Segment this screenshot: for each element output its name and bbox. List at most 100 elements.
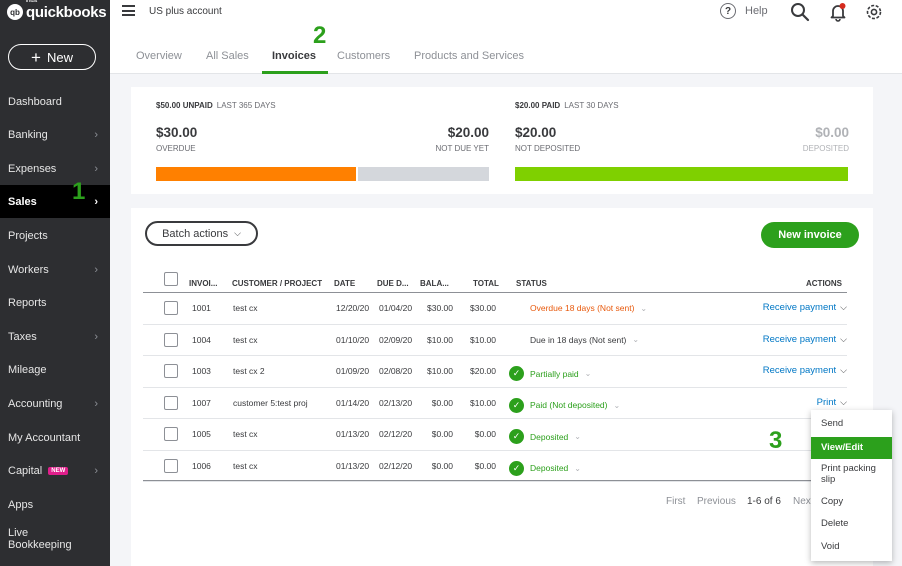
- help-icon[interactable]: ?: [720, 3, 736, 19]
- customer-name[interactable]: test cx: [233, 303, 258, 313]
- chevron-right-icon: ›: [94, 330, 98, 343]
- select-all-checkbox[interactable]: [164, 272, 178, 286]
- sidebar-item-my-accountant[interactable]: My Accountant: [0, 421, 110, 454]
- tab-customers[interactable]: Customers: [337, 50, 391, 62]
- sidebar-item-taxes[interactable]: Taxes ›: [0, 320, 110, 353]
- sidebar-item-sales[interactable]: Sales ›: [0, 185, 110, 218]
- not-due-bar[interactable]: [358, 167, 489, 181]
- chevron-down-icon[interactable]: ⌵: [840, 365, 847, 375]
- status-badge[interactable]: ✓ Partially paid ⌄: [509, 366, 591, 381]
- customer-name[interactable]: test cx 2: [233, 366, 265, 376]
- customer-name[interactable]: test cx: [233, 429, 258, 439]
- status-badge[interactable]: Overdue 18 days (Not sent) ⌄: [530, 303, 647, 313]
- new-invoice-button[interactable]: New invoice: [761, 222, 859, 248]
- row-checkbox[interactable]: [164, 395, 178, 410]
- logo-text: intuit quickbooks: [26, 0, 107, 21]
- status-badge[interactable]: ✓ Deposited ⌄: [509, 429, 581, 444]
- table-row[interactable]: 1004 test cx 01/10/20 02/09/20 $10.00 $10.00 D…: [143, 325, 847, 356]
- sidebar-item-label: Reports: [8, 296, 47, 309]
- row-checkbox[interactable]: [164, 458, 178, 473]
- tab-all-sales[interactable]: All Sales: [206, 50, 249, 62]
- new-button[interactable]: + New: [8, 44, 96, 70]
- status-badge[interactable]: Due in 18 days (Not sent) ⌄: [530, 335, 639, 345]
- sidebar-item-mileage[interactable]: Mileage: [0, 353, 110, 386]
- tab-invoices[interactable]: Invoices: [261, 50, 329, 74]
- status-text: Deposited: [530, 463, 569, 473]
- header-customer[interactable]: CUSTOMER / PROJECT: [232, 279, 323, 288]
- overdue-bar[interactable]: [156, 167, 356, 181]
- menu-item-copy[interactable]: Copy: [821, 496, 844, 507]
- sidebar-item-apps[interactable]: Apps: [0, 488, 110, 521]
- table-row[interactable]: 1003 test cx 2 01/09/20 02/08/20 $10.00 $20.0…: [143, 356, 847, 388]
- deposited-label: DEPOSITED: [802, 144, 849, 153]
- row-checkbox[interactable]: [164, 301, 178, 315]
- invoice-date: 01/13/20: [336, 429, 370, 439]
- row-action-button[interactable]: Receive payment ⌵: [763, 365, 847, 376]
- tab-overview[interactable]: Overview: [136, 50, 182, 62]
- search-icon[interactable]: [790, 2, 810, 22]
- invoice-number: 1003: [192, 366, 211, 376]
- sidebar-item-projects[interactable]: Projects: [0, 219, 110, 252]
- row-action-button[interactable]: Receive payment ⌵: [763, 302, 847, 313]
- balance: $30.00: [427, 303, 453, 313]
- not-deposited-amount: $20.00: [515, 125, 557, 140]
- menu-item-view-edit[interactable]: View/Edit: [811, 437, 892, 459]
- pager-first[interactable]: First: [666, 496, 686, 507]
- sidebar-item-dashboard[interactable]: Dashboard: [0, 85, 110, 118]
- table-row[interactable]: 1007 customer 5:test proj 01/14/20 02/13/20…: [143, 388, 847, 419]
- sidebar-item-reports[interactable]: Reports: [0, 286, 110, 319]
- sidebar-item-label: Capital: [8, 464, 43, 477]
- tab-products-and-services[interactable]: Products and Services: [414, 50, 525, 62]
- invoice-table-card: Batch actions ⌵ New invoice INVOI... CUS…: [131, 208, 873, 566]
- row-checkbox[interactable]: [164, 427, 178, 441]
- status-badge[interactable]: ✓ Paid (Not deposited) ⌄: [509, 397, 621, 413]
- menu-item-void[interactable]: Void: [821, 541, 840, 552]
- sidebar-item-workers[interactable]: Workers ›: [0, 253, 110, 286]
- header-due-date[interactable]: DUE D...: [377, 279, 409, 288]
- step-marker-3: 3: [769, 427, 783, 454]
- sidebar-item-label: Accounting: [8, 397, 63, 410]
- customer-name[interactable]: test cx: [233, 334, 258, 345]
- status-badge[interactable]: ✓ Deposited ⌄: [509, 460, 581, 476]
- header-status[interactable]: STATUS: [516, 279, 547, 288]
- pager-previous[interactable]: Previous: [697, 496, 736, 507]
- chevron-down-icon[interactable]: ⌵: [840, 302, 847, 312]
- row-checkbox[interactable]: [164, 332, 178, 347]
- invoice-number: 1005: [192, 429, 211, 439]
- table-row[interactable]: 1006 test cx 01/13/20 02/12/20 $0.00 $0.00 ✓ De…: [143, 451, 847, 482]
- pager-next[interactable]: Next: [793, 496, 814, 507]
- paid-bar[interactable]: [515, 167, 848, 181]
- header-invoice[interactable]: INVOI...: [189, 279, 218, 288]
- gear-icon[interactable]: [864, 2, 884, 22]
- sidebar-item-capital[interactable]: Capital NEW ›: [0, 454, 110, 487]
- row-action-button[interactable]: Receive payment ⌵: [763, 334, 847, 345]
- chevron-down-icon: ⌄: [613, 400, 621, 410]
- menu-item-delete[interactable]: Delete: [821, 518, 849, 529]
- sales-tabs: Overview All Sales Invoices Customers Pr…: [110, 26, 902, 74]
- chevron-down-icon[interactable]: ⌵: [840, 333, 847, 344]
- table-row[interactable]: 1005 test cx 01/13/20 02/12/20 $0.00 $0.00 ✓ De…: [143, 419, 847, 451]
- quickbooks-logo[interactable]: qb intuit quickbooks: [7, 0, 107, 21]
- row-checkbox[interactable]: [164, 364, 178, 378]
- not-deposited-label: NOT DEPOSITED: [515, 144, 581, 153]
- batch-actions-button[interactable]: Batch actions ⌵: [145, 221, 258, 246]
- sidebar-item-banking[interactable]: Banking ›: [0, 118, 110, 151]
- sidebar-item-live-bookkeeping[interactable]: Live Bookkeeping: [0, 521, 80, 561]
- customer-name[interactable]: customer 5:test proj: [233, 397, 308, 408]
- table-row[interactable]: 1001 test cx 12/20/20 01/04/20 $30.00 $30.00 O…: [143, 293, 847, 325]
- help-link[interactable]: Help: [745, 5, 768, 17]
- menu-icon[interactable]: [122, 5, 135, 16]
- menu-item-send[interactable]: Send: [821, 418, 844, 429]
- chevron-down-icon: ⌄: [574, 432, 581, 441]
- chevron-down-icon[interactable]: ⌵: [840, 396, 847, 407]
- customer-name[interactable]: test cx: [233, 460, 258, 471]
- menu-item-print-packing-slip[interactable]: Print packing slip: [821, 463, 876, 485]
- sidebar-item-accounting[interactable]: Accounting ›: [0, 387, 110, 420]
- header-balance[interactable]: BALA...: [420, 279, 449, 288]
- header-date[interactable]: DATE: [334, 279, 356, 288]
- row-action-button[interactable]: Print ⌵: [817, 397, 847, 408]
- quickbooks-logo-icon: qb: [7, 4, 23, 20]
- sidebar-item-expenses[interactable]: Expenses ›: [0, 152, 110, 185]
- bell-icon[interactable]: [828, 2, 848, 22]
- header-total[interactable]: TOTAL: [473, 279, 499, 288]
